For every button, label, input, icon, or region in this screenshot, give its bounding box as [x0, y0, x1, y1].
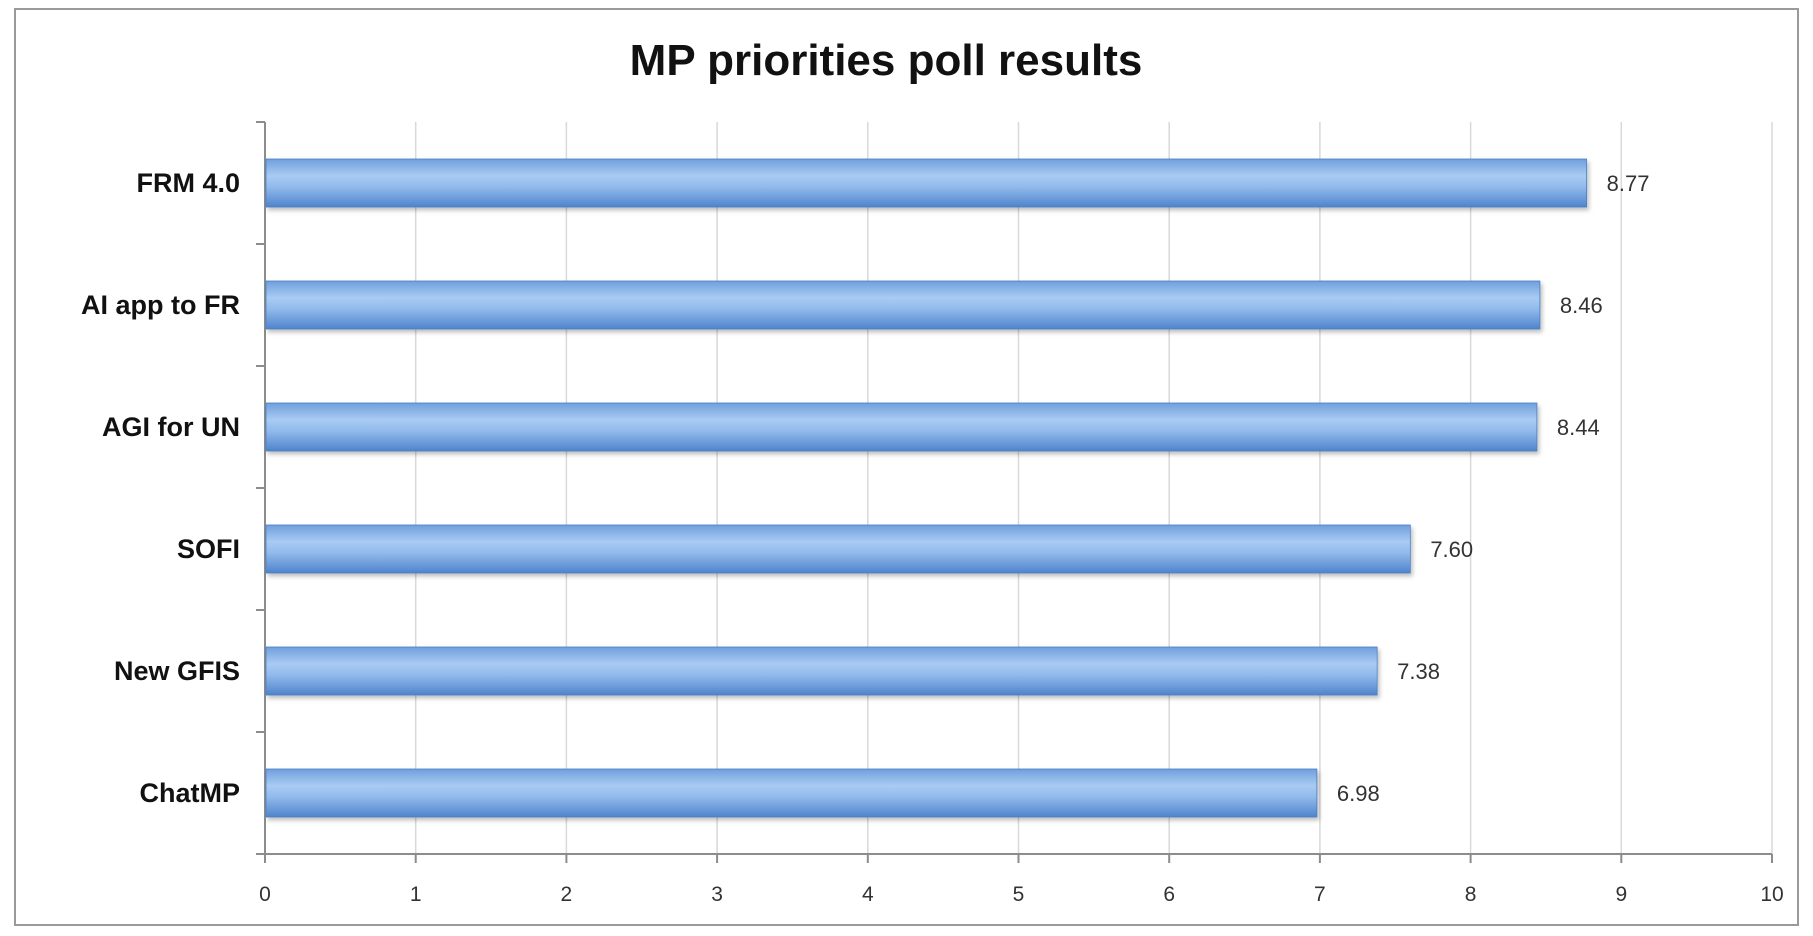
chart-title: MP priorities poll results: [630, 36, 1143, 85]
bar: [265, 402, 1538, 452]
category-label: AGI for UN: [102, 412, 240, 442]
gridlines: [414, 122, 1773, 854]
category-label: New GFIS: [114, 656, 240, 686]
x-tick-label: 10: [1760, 883, 1783, 906]
data-label: 8.77: [1607, 171, 1650, 196]
bar: [265, 524, 1411, 574]
x-tick-label: 7: [1314, 883, 1326, 906]
data-label: 7.38: [1397, 659, 1440, 684]
x-tick-label: 3: [711, 883, 723, 906]
category-label: FRM 4.0: [136, 168, 240, 198]
data-label: 7.60: [1430, 537, 1473, 562]
x-tick-label: 1: [410, 883, 422, 906]
x-tick-label: 0: [259, 883, 271, 906]
labels: 0 1 2 3 4 5 6 7 8 9 10 FRM 4.0 8.77 AI app to FR 8.46 A…: [81, 168, 1784, 906]
axes: [256, 121, 1773, 863]
data-label: 8.44: [1557, 415, 1600, 440]
x-tick-label: 6: [1163, 883, 1175, 906]
category-label: AI app to FR: [81, 290, 240, 320]
x-tick-label: 2: [561, 883, 573, 906]
bar: [265, 280, 1541, 330]
bar: [265, 158, 1588, 208]
x-tick-label: 5: [1013, 883, 1025, 906]
bar: [265, 768, 1318, 818]
data-label: 8.46: [1560, 293, 1603, 318]
category-label: SOFI: [177, 534, 240, 564]
bars: [265, 158, 1588, 818]
data-label: 6.98: [1337, 781, 1380, 806]
chart: MP priorities poll results 0 1 2 3 4 5 6 7 8 9 10 F…: [81, 36, 1784, 906]
bar: [265, 646, 1378, 696]
category-label: ChatMP: [140, 778, 241, 808]
chart-frame: MP priorities poll results 0 1 2 3 4 5 6 7 8 9 10 F…: [14, 8, 1799, 926]
x-tick-label: 4: [862, 883, 874, 906]
x-tick-label: 9: [1615, 883, 1627, 906]
x-tick-label: 8: [1465, 883, 1477, 906]
